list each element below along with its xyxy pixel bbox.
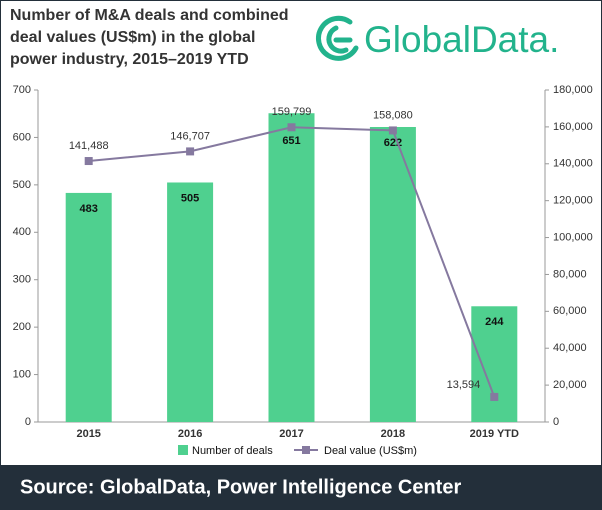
footer-bar [0, 465, 602, 510]
marker [490, 392, 499, 401]
marker [388, 126, 397, 135]
y2-tick-label: 140,000 [553, 158, 593, 170]
y2-tick-label: 0 [553, 416, 559, 428]
bar-label: 483 [80, 203, 98, 215]
value-label: 13,594 [447, 379, 481, 391]
value-label: 158,080 [373, 109, 413, 121]
x-tick-label: 2019 YTD [470, 428, 519, 440]
logo-icon [316, 15, 359, 61]
title-line: Number of M&A deals and combined [10, 7, 289, 24]
title-line: power industry, 2015–2019 YTD [10, 51, 249, 68]
y2-tick-label: 160,000 [553, 121, 593, 133]
bar [369, 126, 416, 422]
y2-tick-label: 100,000 [553, 231, 593, 243]
x-tick-label: 2018 [381, 428, 405, 440]
bar-label: 244 [485, 316, 504, 328]
y2-tick-label: 120,000 [553, 195, 593, 207]
x-tick-label: 2016 [178, 428, 202, 440]
y2-tick-label: 20,000 [553, 379, 587, 391]
y-tick-label: 700 [13, 84, 31, 96]
legend-label: Deal value (US$m) [324, 445, 417, 457]
y2-tick-label: 80,000 [553, 268, 587, 280]
legend-marker [302, 446, 310, 454]
bar [471, 306, 518, 422]
bar [65, 192, 112, 422]
source: Source: GlobalData, Power Intelligence C… [20, 476, 461, 498]
value-label: 146,707 [170, 130, 210, 142]
marker [186, 147, 195, 156]
bar [167, 182, 214, 422]
y-tick-label: 400 [13, 226, 31, 238]
y-tick-label: 200 [13, 321, 31, 333]
y2-tick-label: 180,000 [553, 84, 593, 96]
bar-label: 505 [181, 192, 199, 204]
x-tick-label: 2017 [279, 428, 303, 440]
title-line: deal values (US$m) in the global [10, 29, 255, 46]
y-tick-label: 0 [25, 416, 31, 428]
bar-label: 651 [282, 135, 300, 147]
value-label: 141,488 [69, 140, 109, 152]
y2-tick-label: 60,000 [553, 305, 587, 317]
y-tick-label: 300 [13, 274, 31, 286]
x-tick-label: 2015 [76, 428, 100, 440]
legend-label: Number of deals [192, 445, 273, 457]
marker [287, 123, 296, 132]
y2-tick-label: 40,000 [553, 342, 587, 354]
legend-swatch [178, 445, 188, 455]
value-label: 159,799 [272, 106, 312, 118]
y-tick-label: 500 [13, 179, 31, 191]
marker [84, 157, 93, 166]
y-tick-label: 600 [13, 131, 31, 143]
y-tick-label: 100 [13, 368, 31, 380]
bar [268, 113, 315, 423]
logo-text: GlobalData. [364, 19, 559, 60]
